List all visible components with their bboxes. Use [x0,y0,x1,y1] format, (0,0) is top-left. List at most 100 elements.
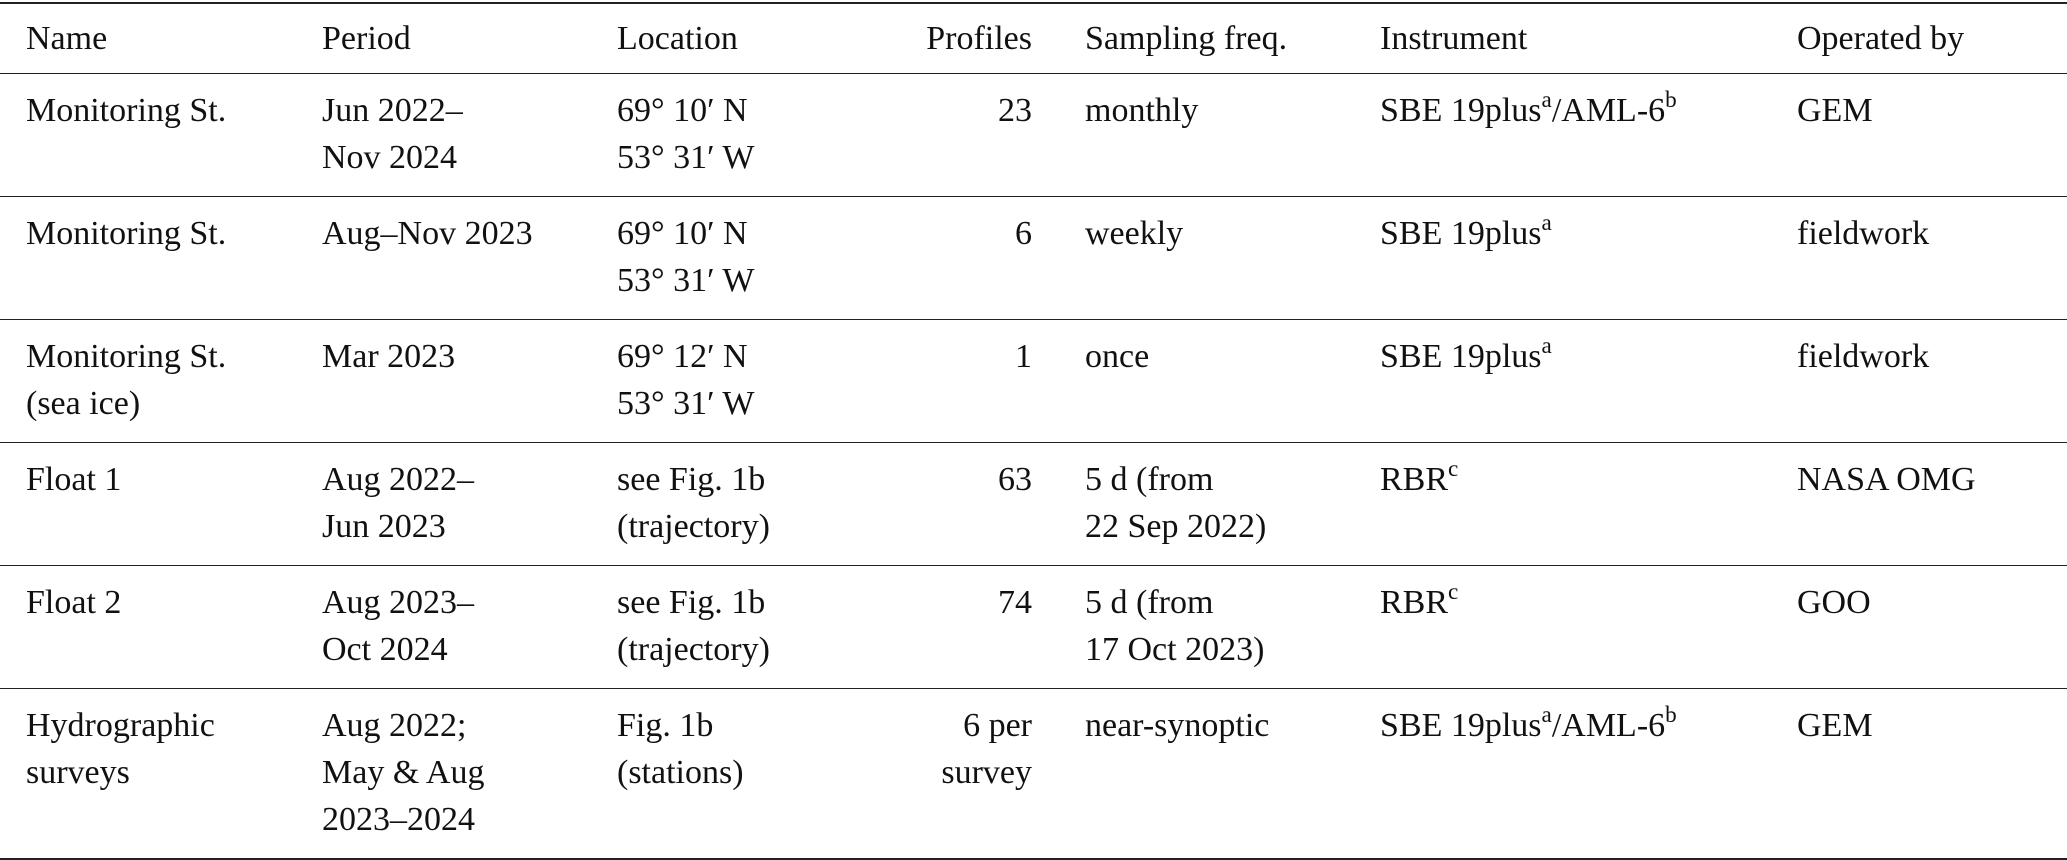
table-cell: see Fig. 1b (trajectory) [591,566,887,689]
cell-line: 69° 10′ N [617,215,748,252]
cell-line: Nov 2024 [322,139,458,176]
header-cell: Operated by [1771,2,2067,74]
cell-line: near-synoptic [1085,707,1270,744]
header-cell: Profiles [887,2,1059,74]
cell-line: GEM [1797,707,1873,744]
table-cell: monthly [1059,74,1354,197]
table-cell: 74 [887,566,1059,689]
text-run: /AML-6 [1551,707,1666,744]
header-cell: Name [0,2,296,74]
cell-line: see Fig. 1b [617,584,766,621]
table-cell: Monitoring St. (sea ice) [0,320,296,443]
cell-line: GOO [1797,584,1871,621]
cell-line: monthly [1085,92,1199,129]
table-cell: Monitoring St. [0,197,296,320]
cell-line: 63 [998,461,1032,498]
table-cell: 5 d (from 17 Oct 2023) [1059,566,1354,689]
table-cell: SBE 19plusa/AML-6b [1354,689,1771,860]
table-cell: Aug 2022– Jun 2023 [296,443,591,566]
cell-line: May & Aug [322,754,485,791]
cell-line: Aug 2023– [322,584,475,621]
cell-line: Jun 2022– [322,92,463,129]
table-cell: RBRc [1354,566,1771,689]
table-cell: Aug 2023– Oct 2024 [296,566,591,689]
cell-line: 53° 31′ W [617,139,755,176]
cell-line: SBE 19plusa [1380,333,1761,380]
cell-line: (stations) [617,754,744,791]
footnote-mark: c [1448,579,1459,606]
cell-line: Oct 2024 [322,631,448,668]
header-cell: Instrument [1354,2,1771,74]
table-cell: 63 [887,443,1059,566]
table-cell: SBE 19plusa [1354,197,1771,320]
table-cell: weekly [1059,197,1354,320]
cell-line: SBE 19plusa/AML-6b [1380,702,1761,749]
cell-line: 53° 31′ W [617,262,755,299]
header-cell: Location [591,2,887,74]
table-cell: Jun 2022– Nov 2024 [296,74,591,197]
table-cell: Monitoring St. [0,74,296,197]
table-cell: GEM [1771,74,2067,197]
text-run: /AML-6 [1551,92,1666,129]
cell-line: 74 [998,584,1032,621]
cell-line: SBE 19plusa/AML-6b [1380,87,1761,134]
table-cell: see Fig. 1b (trajectory) [591,443,887,566]
cell-line: SBE 19plusa [1380,210,1761,257]
cell-line: GEM [1797,92,1873,129]
header-text: Instrument [1380,20,1528,57]
cell-line: (sea ice) [26,385,141,422]
cell-line: Fig. 1b [617,707,714,744]
cell-line: 53° 31′ W [617,385,755,422]
cell-line: weekly [1085,215,1184,252]
cell-line: RBRc [1380,579,1761,626]
table-cell: SBE 19plusa [1354,320,1771,443]
cell-line: Aug–Nov 2023 [322,215,533,252]
cell-line: Jun 2023 [322,508,446,545]
cell-line: fieldwork [1797,338,1930,375]
cell-line: 2023–2024 [322,801,475,838]
table-cell: Float 1 [0,443,296,566]
table-cell: 6 [887,197,1059,320]
header-text: Period [322,20,411,57]
footnote-mark: c [1448,456,1459,483]
table-cell: 1 [887,320,1059,443]
table-cell: fieldwork [1771,320,2067,443]
cell-line: survey [941,754,1032,791]
table-cell: Aug 2022; May & Aug 2023–2024 [296,689,591,860]
table-cell: GEM [1771,689,2067,860]
header-cell: Sampling freq. [1059,2,1354,74]
cell-line: Mar 2023 [322,338,456,375]
text-run: RBR [1380,584,1449,621]
text-run: SBE 19plus [1380,707,1542,744]
table-cell: Hydrographic surveys [0,689,296,860]
header-text: Profiles [926,20,1032,57]
footnote-mark: b [1665,702,1677,729]
cell-line: Hydrographic [26,707,215,744]
table-cell: 5 d (from 22 Sep 2022) [1059,443,1354,566]
footnote-mark: a [1541,702,1552,729]
text-run: SBE 19plus [1380,215,1542,252]
cell-line: once [1085,338,1150,375]
cell-line: (trajectory) [617,631,770,668]
cell-line: fieldwork [1797,215,1930,252]
footnote-mark: a [1541,87,1552,114]
cell-line: Aug 2022; [322,707,467,744]
cell-line: Monitoring St. [26,338,227,375]
table-cell: Mar 2023 [296,320,591,443]
footnote-mark: a [1541,210,1552,237]
cell-line: Float 2 [26,584,122,621]
cell-line: 69° 12′ N [617,338,748,375]
cell-line: (trajectory) [617,508,770,545]
table-cell: RBRc [1354,443,1771,566]
cell-line: 5 d (from [1085,461,1214,498]
header-text: Location [617,20,738,57]
cell-line: 69° 10′ N [617,92,748,129]
cell-line: 6 per [963,707,1032,744]
text-run: RBR [1380,461,1449,498]
table-cell: 69° 10′ N 53° 31′ W [591,74,887,197]
cell-line: 5 d (from [1085,584,1214,621]
cell-line: Float 1 [26,461,122,498]
header-text: Sampling freq. [1085,20,1288,57]
cell-line: 1 [1015,338,1032,375]
